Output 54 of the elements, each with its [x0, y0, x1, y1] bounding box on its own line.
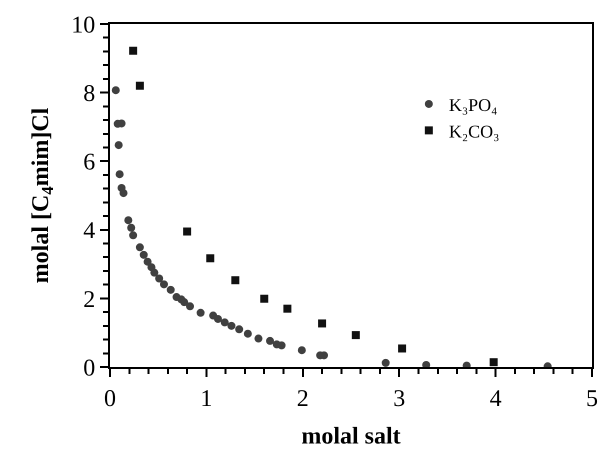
- point: [266, 336, 274, 345]
- point: [235, 325, 244, 334]
- x-tick-label: 5: [586, 386, 598, 412]
- point: [160, 280, 168, 288]
- point: [422, 360, 430, 367]
- point: [318, 319, 326, 328]
- point: [120, 189, 128, 198]
- point: [352, 331, 360, 340]
- point: [183, 228, 192, 236]
- x-tick-label: 3: [393, 386, 406, 412]
- point: [114, 141, 123, 150]
- point: [116, 170, 124, 178]
- y-tick-label: 10: [71, 12, 96, 38]
- point: [398, 344, 406, 352]
- x-axis-title: molal salt: [301, 424, 401, 450]
- legend-label: K₂CO₃: [448, 121, 500, 142]
- y-tick-label: 8: [83, 81, 96, 107]
- point: [140, 250, 148, 259]
- point: [244, 330, 252, 338]
- point: [206, 254, 214, 262]
- point: [227, 322, 236, 330]
- point: [254, 334, 262, 343]
- point: [260, 294, 268, 303]
- y-tick-label: 0: [83, 355, 96, 382]
- x-tick-label: 4: [490, 386, 502, 412]
- legend-label: K₃PO₄: [448, 94, 498, 115]
- point: [127, 224, 136, 232]
- point: [129, 46, 138, 55]
- point: [144, 258, 152, 266]
- point: [124, 216, 132, 224]
- point: [298, 346, 306, 354]
- point: [166, 286, 175, 294]
- y-tick-label: 6: [83, 150, 96, 176]
- point: [220, 318, 229, 326]
- point: [136, 243, 144, 252]
- x-tick-label: 1: [200, 386, 212, 412]
- point: [136, 82, 144, 90]
- point: [490, 358, 498, 366]
- point: [186, 302, 194, 310]
- x-tick-label: 0: [104, 386, 116, 412]
- y-tick-label: 2: [83, 286, 96, 313]
- point: [283, 304, 292, 313]
- y-tick-label: 4: [83, 218, 96, 244]
- point: [214, 314, 222, 323]
- point: [180, 298, 188, 306]
- point: [129, 231, 138, 240]
- x-tick-label: 2: [296, 386, 309, 412]
- point: [382, 358, 390, 367]
- point: [112, 86, 120, 94]
- point: [278, 341, 286, 350]
- point: [150, 268, 158, 277]
- point: [231, 276, 240, 284]
- point: [196, 308, 205, 317]
- point: [155, 274, 164, 283]
